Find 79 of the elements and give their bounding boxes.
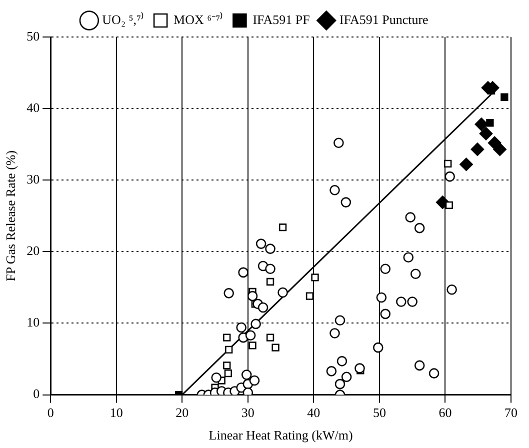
point bbox=[236, 322, 246, 333]
legend-label: IFA591 Puncture bbox=[339, 12, 429, 27]
point bbox=[380, 308, 391, 320]
point bbox=[414, 222, 425, 234]
point bbox=[354, 363, 365, 374]
point bbox=[278, 287, 288, 298]
y-axis-title: FP Gas Release Rate (%) bbox=[3, 150, 18, 282]
point bbox=[330, 328, 340, 338]
point bbox=[486, 119, 494, 127]
y-tick-label: 30 bbox=[26, 172, 40, 187]
point bbox=[306, 292, 314, 300]
point bbox=[334, 138, 344, 148]
point bbox=[278, 224, 287, 232]
y-tick-label: 40 bbox=[26, 100, 40, 115]
legend-label: UO₂ ⁵,⁷⁾ bbox=[102, 12, 144, 27]
point bbox=[272, 344, 280, 352]
x-tick-label: 30 bbox=[241, 405, 254, 420]
point bbox=[341, 372, 352, 382]
point bbox=[247, 290, 258, 302]
x-tick-label: 60 bbox=[438, 405, 452, 420]
point bbox=[340, 197, 352, 208]
point bbox=[407, 296, 418, 307]
point bbox=[470, 142, 484, 156]
x-axis-title: Linear Heat Rating (kW/m) bbox=[208, 428, 353, 443]
point bbox=[238, 267, 248, 278]
point bbox=[444, 160, 452, 168]
legend-label: IFA591 PF bbox=[252, 12, 310, 27]
point bbox=[414, 360, 425, 371]
point bbox=[250, 318, 261, 330]
point bbox=[248, 342, 256, 350]
point bbox=[225, 346, 233, 354]
point bbox=[396, 296, 406, 307]
point bbox=[334, 378, 346, 390]
point bbox=[446, 284, 457, 295]
point bbox=[224, 288, 234, 298]
point bbox=[403, 252, 414, 263]
point bbox=[211, 372, 222, 383]
legend-label: MOX ⁶⁻⁷⁾ bbox=[174, 12, 224, 27]
point bbox=[376, 292, 387, 303]
x-tick-label: 20 bbox=[176, 405, 189, 420]
point bbox=[326, 366, 337, 376]
point bbox=[372, 342, 384, 353]
x-tick-label: 0 bbox=[47, 405, 54, 420]
y-tick-label: 50 bbox=[26, 28, 40, 44]
point bbox=[258, 302, 268, 313]
point bbox=[245, 330, 256, 341]
y-tick-label: 20 bbox=[26, 243, 40, 258]
point bbox=[334, 315, 346, 326]
point bbox=[460, 158, 473, 172]
point bbox=[493, 142, 506, 156]
point bbox=[265, 264, 276, 274]
x-tick-label: 10 bbox=[110, 405, 123, 420]
point bbox=[265, 244, 276, 254]
point bbox=[224, 370, 232, 378]
point bbox=[330, 184, 340, 196]
point bbox=[405, 212, 416, 222]
point bbox=[444, 171, 455, 182]
point bbox=[256, 238, 266, 249]
point bbox=[266, 334, 274, 342]
point bbox=[223, 362, 231, 370]
point bbox=[445, 201, 454, 209]
x-tick-label: 70 bbox=[504, 405, 518, 420]
y-tick-label: 0 bbox=[33, 386, 40, 402]
point bbox=[249, 375, 260, 386]
point bbox=[266, 278, 274, 286]
point bbox=[474, 118, 488, 131]
point bbox=[241, 370, 252, 380]
point bbox=[410, 268, 421, 280]
x-tick-label: 40 bbox=[307, 405, 320, 420]
x-tick-label: 50 bbox=[372, 405, 386, 420]
point bbox=[428, 368, 440, 378]
point bbox=[336, 356, 348, 366]
point bbox=[311, 274, 319, 282]
point bbox=[500, 93, 508, 101]
y-tick-label: 10 bbox=[26, 314, 40, 330]
point bbox=[479, 126, 493, 140]
point bbox=[223, 334, 231, 342]
point bbox=[380, 264, 391, 274]
point bbox=[436, 196, 450, 209]
